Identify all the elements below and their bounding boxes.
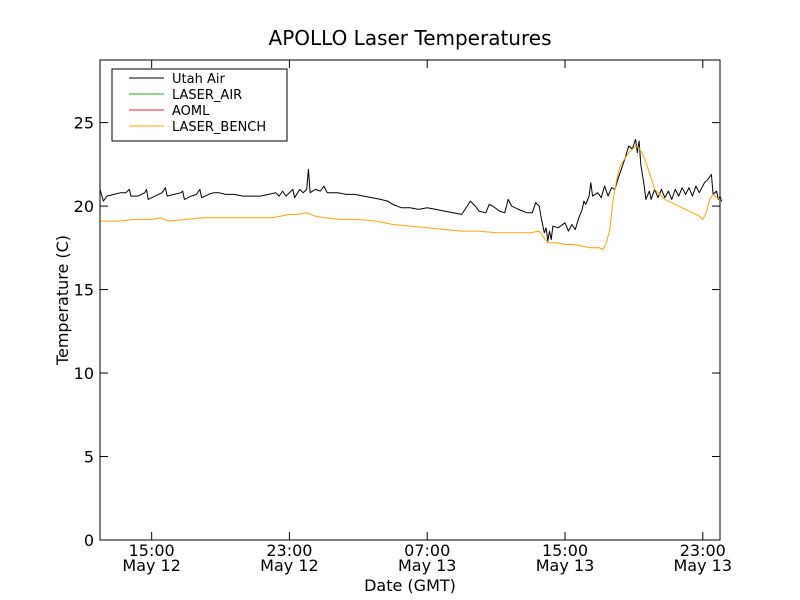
legend-label-utah-air: Utah Air: [172, 72, 225, 87]
x-tick-time-label-1: 23:00: [266, 541, 312, 560]
chart-title: APOLLO Laser Temperatures: [269, 26, 552, 50]
legend-label-aoml: AOML: [172, 104, 210, 119]
plot-area-frame: [99, 59, 721, 541]
y-tick-label-0: 0: [84, 531, 94, 550]
x-tick-date-label-0: May 12: [122, 556, 181, 575]
x-tick-date-label-2: May 13: [398, 556, 457, 575]
series-layer: [99, 138, 723, 250]
y-axis-label: Temperature (C): [53, 235, 72, 366]
legend-label-laser-air: LASER_AIR: [172, 88, 242, 103]
y-tick-label-20: 20: [74, 197, 94, 216]
series-line-utah-air: [99, 138, 723, 242]
legend-label-laser-bench: LASER_BENCH: [172, 120, 266, 135]
y-tick-label-15: 15: [74, 281, 94, 300]
y-tick-label-5: 5: [84, 448, 94, 467]
x-tick-time-label-4: 23:00: [680, 541, 726, 560]
legend-box: [111, 68, 288, 142]
x-tick-date-label-4: May 13: [674, 556, 733, 575]
x-tick-date-label-1: May 12: [260, 556, 319, 575]
series-line-laser-bench: [99, 145, 723, 250]
x-tick-time-label-3: 15:00: [542, 541, 588, 560]
x-tick-time-label-2: 07:00: [404, 541, 450, 560]
y-tick-label-25: 25: [74, 114, 94, 133]
y-tick-label-10: 10: [74, 364, 94, 383]
x-tick-time-label-0: 15:00: [129, 541, 175, 560]
x-axis-label: Date (GMT): [364, 576, 456, 595]
x-tick-date-label-3: May 13: [536, 556, 595, 575]
